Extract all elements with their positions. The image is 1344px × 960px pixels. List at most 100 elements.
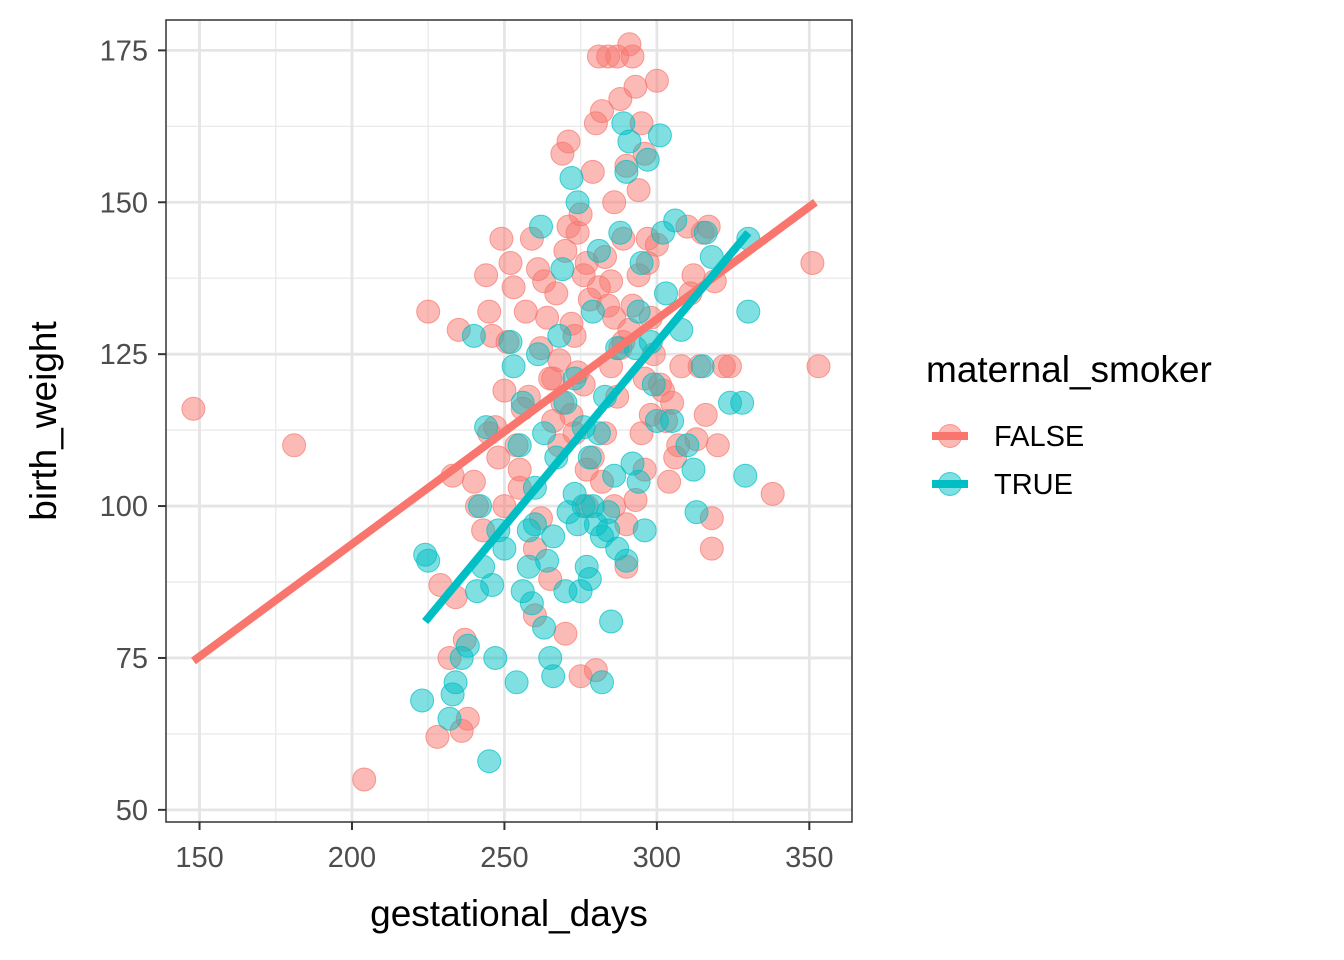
data-point-false (507, 457, 532, 482)
x-axis-title: gestational_days (370, 893, 648, 934)
data-point-true (550, 257, 575, 282)
data-point-false (477, 299, 502, 324)
y-tick-label: 125 (100, 339, 148, 371)
data-point-true (733, 463, 758, 488)
data-point-true (586, 238, 611, 263)
data-point-true (480, 573, 505, 597)
data-point-false (718, 354, 742, 379)
data-point-true (608, 220, 633, 245)
data-point-true (614, 159, 639, 184)
legend-key-point-true (938, 472, 962, 496)
y-tick-label: 100 (100, 491, 148, 523)
y-tick-label: 150 (100, 187, 148, 219)
data-point-false (590, 99, 614, 124)
legend-title: maternal_smoker (926, 349, 1212, 390)
data-point-true (693, 220, 718, 245)
data-point-false (486, 445, 511, 470)
data-point-true (599, 609, 624, 634)
data-point-true (532, 615, 557, 640)
data-point-true (626, 469, 651, 494)
data-point-true (690, 354, 715, 379)
data-point-true (577, 567, 602, 591)
data-point-true (532, 421, 557, 446)
data-point-true (580, 299, 605, 324)
gridlines (166, 20, 852, 822)
data-point-true (529, 214, 553, 239)
data-point-false (806, 354, 831, 379)
x-tick-label: 250 (480, 842, 528, 874)
x-tick-label: 150 (175, 842, 223, 874)
data-point-false (620, 44, 645, 69)
data-point-true (565, 512, 590, 537)
data-point-false (544, 281, 569, 306)
data-point-true (410, 688, 435, 713)
data-point-true (474, 415, 499, 440)
data-point-true (590, 524, 614, 549)
data-point-false (626, 178, 651, 203)
data-point-false (489, 226, 514, 251)
data-point-true (461, 323, 486, 348)
data-point-true (477, 749, 502, 774)
data-point-true (541, 524, 566, 549)
data-point-false (705, 433, 730, 458)
data-point-true (437, 706, 462, 731)
data-point-true (516, 518, 541, 543)
data-point-true (684, 500, 709, 525)
data-point-true (553, 579, 578, 604)
data-point-true (580, 494, 605, 519)
data-point-true (535, 548, 560, 573)
data-point-true (675, 433, 700, 458)
data-point-true (617, 129, 642, 154)
y-tick-label: 75 (116, 643, 148, 675)
data-point-false (800, 251, 825, 275)
data-point-true (416, 548, 441, 573)
data-point-false (282, 433, 307, 458)
data-point-false (513, 299, 538, 324)
data-point-false (623, 74, 648, 99)
data-point-true (507, 433, 532, 458)
x-tick-label: 350 (785, 842, 833, 874)
data-point-false (657, 469, 682, 494)
data-point-true (629, 251, 654, 275)
data-point-true (654, 281, 678, 306)
x-tick-label: 300 (633, 842, 681, 874)
data-point-true (547, 323, 572, 348)
data-point-true (660, 409, 685, 433)
data-point-true (614, 548, 639, 573)
data-point-true (602, 463, 627, 488)
axes: 150 200 250 300 350 50 75 100 125 150 175 (100, 35, 834, 874)
data-point-true (577, 445, 602, 470)
data-point-false (553, 621, 578, 646)
data-point-false (644, 68, 669, 93)
data-point-false (580, 159, 605, 184)
trend-line-true (422, 230, 752, 625)
data-point-true (681, 457, 706, 482)
data-point-false (568, 664, 593, 689)
data-point-false (474, 263, 499, 288)
data-point-true (443, 670, 468, 695)
trend-lines (191, 199, 818, 665)
data-point-true (590, 670, 614, 695)
legend-label-false: FALSE (994, 421, 1084, 453)
legend-key-point-false (938, 424, 962, 448)
data-point-true (541, 664, 566, 689)
data-point-false (693, 402, 718, 427)
y-axis-title: birth_weight (23, 321, 64, 521)
data-point-true (647, 123, 672, 148)
data-point-false (501, 275, 526, 300)
data-point-true (736, 299, 761, 324)
data-point-true (510, 579, 535, 604)
data-point-false (602, 190, 627, 215)
data-point-true (501, 354, 526, 379)
data-point-false (556, 129, 581, 154)
data-point-true (635, 147, 660, 172)
y-tick-label: 175 (100, 35, 148, 67)
data-point-true (492, 536, 517, 561)
data-point-false (535, 305, 560, 330)
data-point-true (498, 330, 523, 354)
data-point-true (632, 518, 657, 543)
data-point-false (492, 378, 517, 403)
data-point-false (760, 481, 785, 506)
data-point-true (663, 208, 688, 233)
